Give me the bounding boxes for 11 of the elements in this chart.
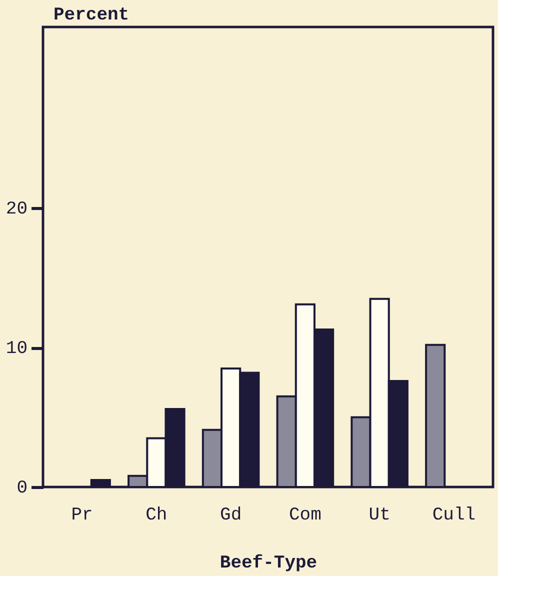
x-tick-label: Pr bbox=[71, 506, 93, 526]
x-tick-label: Com bbox=[288, 506, 322, 526]
x-tick-label: Cull bbox=[432, 506, 476, 526]
x-tick-label: Ch bbox=[146, 506, 168, 526]
y-tick-label: 0 bbox=[16, 478, 28, 498]
y-tick-label: 20 bbox=[6, 200, 28, 220]
y-axis-title: Percent bbox=[54, 6, 130, 26]
x-axis-title: Beef-Type bbox=[220, 554, 318, 574]
x-tick-label: Gd bbox=[220, 506, 242, 526]
x-tick-label: Ut bbox=[368, 506, 390, 526]
y-tick-label: 10 bbox=[6, 339, 28, 360]
